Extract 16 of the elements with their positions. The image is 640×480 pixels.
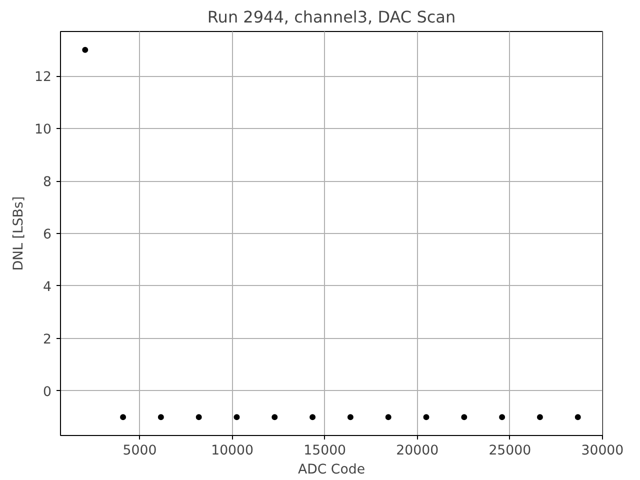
y-tick-label: 0 [43,384,52,400]
y-tick-label: 8 [43,175,52,190]
x-axis-title: ADC Code [298,462,366,478]
y-tick-label: 4 [43,280,52,295]
x-tick-label: 15000 [304,444,346,458]
chart-title: Run 2944, channel3, DAC Scan [207,8,456,26]
x-tick-label: 30000 [581,444,624,458]
y-tick-label: 10 [34,122,52,138]
y-tick-label: 12 [34,70,52,86]
x-tick-label: 10000 [211,444,254,458]
y-tick-label: 6 [43,228,52,242]
y-tick-label: 2 [43,332,52,348]
x-tick-label: 20000 [396,444,439,458]
y-axis-title: DNL [LSBs] [12,196,27,271]
x-tick-label: 25000 [488,444,532,458]
x-tick-label: 5000 [122,444,157,458]
